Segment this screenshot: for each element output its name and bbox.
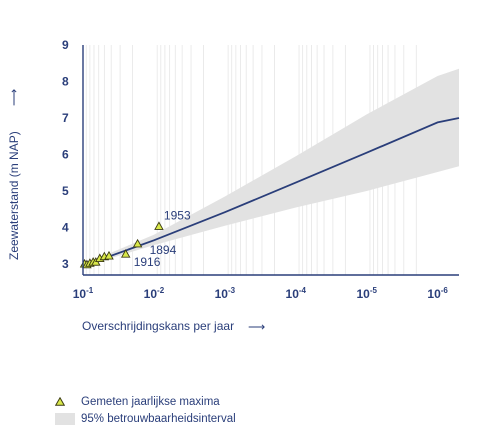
x-tick-label: 10-4 (286, 286, 307, 301)
y-tick-labels: 3 4 5 6 7 8 9 (62, 38, 69, 271)
x-tick-labels: 10-1 10-2 10-3 10-4 10-5 10-6 (73, 286, 449, 301)
triangle-icon (55, 397, 81, 406)
legend-item-interval: 95% betrouwbaarheidsinterval (55, 410, 236, 427)
x-axis-title: Overschrijdingskans per jaar (82, 319, 234, 333)
legend: Gemeten jaarlijkse maxima 95% betrouwbaa… (55, 393, 236, 427)
x-tick-label: 10-1 (73, 286, 94, 301)
annotation-label: 1894 (150, 243, 177, 257)
y-tick-label: 4 (62, 221, 69, 235)
y-tick-label: 5 (62, 184, 69, 198)
x-axis-arrow: ⟶ (248, 320, 265, 334)
data-points (79, 221, 164, 269)
y-tick-label: 7 (62, 111, 69, 125)
y-tick-label: 9 (62, 38, 69, 52)
legend-label-measured: Gemeten jaarlijkse maxima (81, 395, 220, 408)
annotation-label: 1916 (134, 255, 161, 269)
legend-label-interval: 95% betrouwbaarheidsinterval (81, 412, 236, 425)
y-axis-arrow: ⟶ (7, 89, 21, 106)
y-tick-label: 6 (62, 148, 69, 162)
median-line (82, 117, 460, 267)
data-point (120, 249, 131, 258)
data-point (154, 221, 164, 230)
y-tick-label: 3 (62, 257, 69, 271)
data-point (132, 238, 143, 248)
x-tick-label: 10-2 (144, 286, 165, 301)
annotation-label: 1953 (164, 208, 191, 222)
x-tick-label: 10-3 (215, 286, 236, 301)
y-tick-label: 8 (62, 75, 69, 89)
x-tick-label: 10-5 (356, 286, 377, 301)
band-swatch-icon (55, 412, 81, 425)
x-tick-label: 10-6 (427, 286, 448, 301)
data-point (104, 250, 114, 260)
legend-item-measured: Gemeten jaarlijkse maxima (55, 393, 236, 410)
confidence-band (83, 68, 459, 267)
y-axis-title: Zeewaterstand (m NAP) (7, 131, 21, 260)
